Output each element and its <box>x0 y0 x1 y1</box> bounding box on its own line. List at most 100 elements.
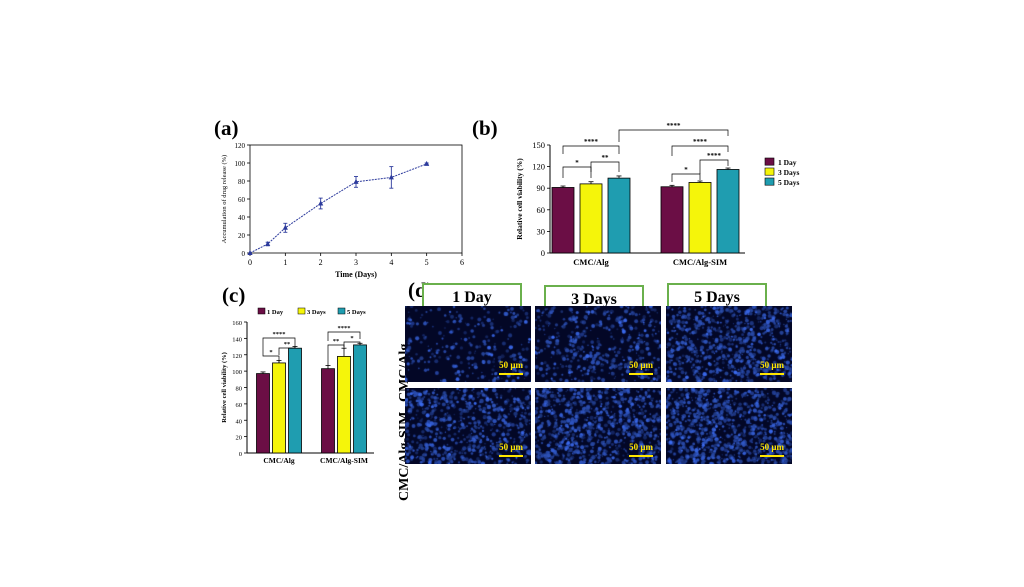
bar <box>716 169 740 254</box>
micrograph-cmc-alg-sim-5-days: 50 μm <box>666 388 792 464</box>
y-tick-label: 150 <box>532 140 545 150</box>
scale-bar-label: 50 μm <box>499 360 523 370</box>
data-point <box>282 224 288 230</box>
panel-b-label: (b) <box>472 116 498 140</box>
significance-label: **** <box>667 122 682 130</box>
significance-label: * <box>575 159 579 167</box>
scale-bar-label: 50 μm <box>760 360 784 370</box>
fluorescence-image <box>535 306 661 382</box>
y-tick-label: 80 <box>236 386 243 393</box>
scale-bar <box>760 373 784 375</box>
x-axis-title: Time (Days) <box>335 270 377 279</box>
fluorescence-image <box>535 388 661 464</box>
y-tick-label: 0 <box>541 248 545 258</box>
bar <box>688 182 712 254</box>
scale-bar-label: 50 μm <box>760 442 784 452</box>
y-tick-label: 20 <box>236 435 243 442</box>
y-tick-label: 40 <box>238 214 246 222</box>
significance-label: ** <box>284 341 291 348</box>
significance-bracket <box>562 145 620 154</box>
legend-swatch <box>257 307 266 315</box>
significance-bracket <box>618 129 729 142</box>
data-point <box>388 174 394 180</box>
viability-bar-chart-c: 0 20 40 60 80 100 120 140 160 Relative cell viabi… <box>221 307 374 465</box>
y-tick-label: 30 <box>537 226 546 236</box>
significance-label: ** <box>333 338 340 345</box>
data-point <box>265 241 271 246</box>
data-point <box>353 178 359 184</box>
y-tick-label: 120 <box>232 353 242 360</box>
fluorescence-image <box>666 388 792 464</box>
y-tick-label: 80 <box>238 178 246 186</box>
scale-bar <box>629 373 653 375</box>
scale-bar-label: 50 μm <box>629 360 653 370</box>
bar <box>551 187 575 254</box>
y-tick-label: 160 <box>232 320 242 327</box>
legend-label: 3 Days <box>307 309 326 316</box>
significance-bracket <box>671 173 701 182</box>
significance-bracket <box>343 341 361 347</box>
category-label: CMC/Alg-SIM <box>673 257 727 267</box>
legend-label: 3 Days <box>778 168 800 177</box>
bar <box>288 347 302 454</box>
y-tick-label: 120 <box>532 162 545 172</box>
significance-bracket <box>327 331 361 341</box>
y-axis-title: Relative cell viability (%) <box>515 158 524 240</box>
panel-c-label: (c) <box>222 283 246 307</box>
y-tick-label: 0 <box>242 250 246 258</box>
y-tick-label: 0 <box>239 451 242 458</box>
significance-bracket <box>562 166 592 178</box>
panel-a-label: (a) <box>214 116 239 140</box>
x-tick-label: 2 <box>319 258 323 267</box>
fluorescence-image <box>405 306 531 382</box>
significance-label: ** <box>602 154 610 162</box>
y-tick-label: 60 <box>236 402 243 409</box>
scale-bar-label: 50 μm <box>499 442 523 452</box>
scale-bar <box>629 455 653 457</box>
scale-bar <box>499 373 523 375</box>
y-tick-label: 20 <box>238 232 246 240</box>
category-label: CMC/Alg <box>573 257 609 267</box>
significance-label: * <box>684 166 688 174</box>
micrograph-cmc-alg-1-day: 50 μm <box>405 306 531 382</box>
significance-bracket <box>262 337 296 345</box>
significance-bracket <box>590 161 620 172</box>
x-tick-label: 5 <box>425 258 429 267</box>
legend-swatch <box>764 177 775 186</box>
significance-label: **** <box>707 152 722 160</box>
fluorescence-image <box>405 388 531 464</box>
bar <box>579 183 603 254</box>
y-tick-label: 60 <box>238 196 246 204</box>
y-tick-label: 40 <box>236 418 243 425</box>
bar <box>321 368 335 454</box>
y-tick-label: 100 <box>232 369 242 376</box>
data-point <box>424 160 430 166</box>
category-label: CMC/Alg <box>263 456 294 465</box>
significance-label: **** <box>693 138 708 146</box>
bar <box>660 186 684 254</box>
micrograph-cmc-alg-sim-1-day: 50 μm <box>405 388 531 464</box>
legend-swatch <box>297 307 306 315</box>
x-tick-label: 3 <box>354 258 358 267</box>
legend-label: 1 Day <box>778 158 797 167</box>
significance-label: * <box>350 335 353 342</box>
y-axis-title: Accumulation of drug release (%) <box>221 155 228 243</box>
data-point <box>247 250 253 255</box>
x-tick-label: 4 <box>389 258 393 267</box>
bar <box>607 177 631 254</box>
legend-swatch <box>764 157 775 166</box>
micrograph-cmc-alg-5-days: 50 μm <box>666 306 792 382</box>
significance-label: * <box>269 349 272 356</box>
significance-bracket <box>671 145 729 156</box>
legend-label: 5 Days <box>347 309 366 316</box>
x-tick-label: 0 <box>248 258 252 267</box>
y-tick-label: 90 <box>537 183 546 193</box>
y-tick-label: 60 <box>537 205 546 215</box>
bar <box>272 362 286 454</box>
significance-bracket <box>699 159 729 174</box>
significance-label: **** <box>273 331 286 338</box>
y-tick-label: 100 <box>235 160 246 168</box>
legend-swatch <box>337 307 346 315</box>
